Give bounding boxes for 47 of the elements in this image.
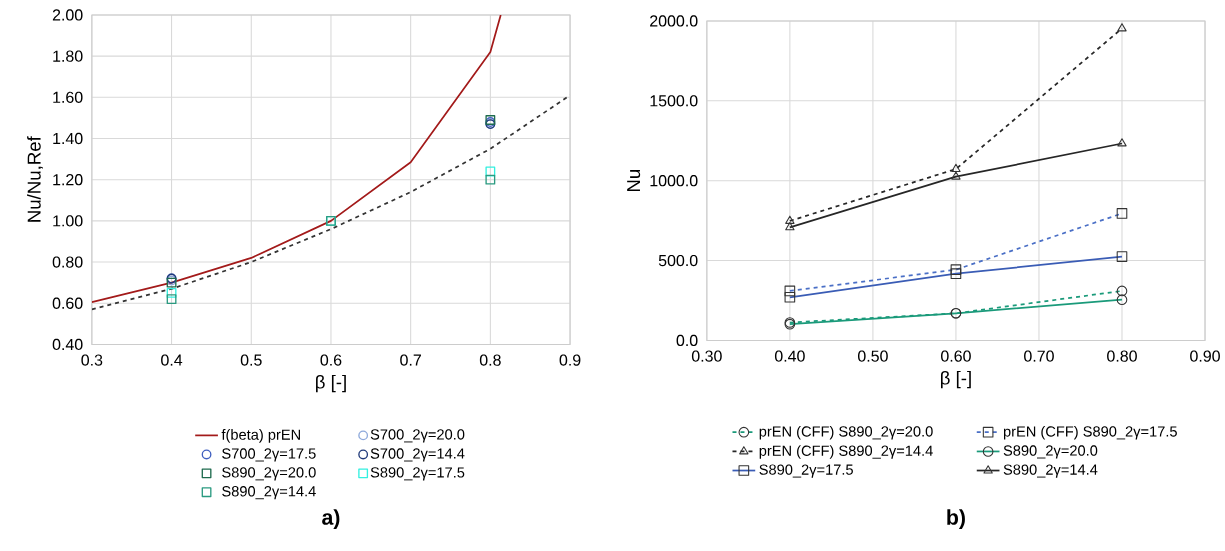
x-tick-label: 0.30 (691, 350, 722, 362)
y-tick-label: 1000.0 (650, 175, 698, 187)
text: a) (322, 509, 340, 530)
x-axis-title: β [-] (941, 370, 971, 389)
legend-label: S700_2γ=14.4 (370, 448, 465, 462)
x-tick-label: 0.9 (559, 354, 581, 366)
x-tick-label: 0.6 (320, 354, 342, 366)
legend-label: f(beta) prEN (221, 429, 300, 443)
y-tick-label: 1.60 (53, 91, 83, 103)
legend-label: S890_2γ=17.5 (370, 467, 465, 481)
legend-label: S890_2γ=14.4 (222, 486, 316, 500)
x-tick-label: 0.8 (479, 354, 501, 366)
y-axis-title: Nu/Nu,Ref (27, 136, 43, 222)
y-axis-title: Nu (627, 169, 641, 192)
legend-label: S890_2γ=17.5 (759, 464, 853, 478)
x-tick-label: 0.50 (857, 350, 888, 362)
x-tick-label: 0.90 (1190, 350, 1220, 362)
x-tick-label: 0.70 (1024, 350, 1054, 362)
x-axis-title: β [-] (316, 374, 346, 393)
x-tick-label: 0.60 (941, 350, 971, 362)
y-tick-label: 2000.0 (650, 15, 698, 27)
x-tick-label: 0.3 (81, 354, 103, 366)
y-tick-label: 2.00 (52, 9, 83, 21)
legend-label: prEN (CFF) S890_2γ=20.0 (759, 425, 933, 440)
y-tick-label: 1.20 (53, 174, 83, 186)
y-tick-label: 0.80 (52, 256, 83, 268)
y-tick-label: 1.40 (53, 132, 83, 145)
y-tick-label: 0.60 (52, 297, 83, 309)
x-tick-label: 0.40 (774, 350, 805, 362)
x-tick-label: 0.80 (1107, 350, 1137, 362)
y-tick-label: 0.0 (676, 334, 698, 347)
x-tick-label: 0.7 (400, 354, 421, 366)
legend-label: prEN (CFF) S890_2γ=14.4 (759, 445, 933, 459)
y-tick-label: 0.40 (52, 338, 83, 351)
x-tick-label: 0.4 (161, 354, 183, 366)
y-tick-label: 1500.0 (650, 95, 698, 107)
legend-label: S700_2γ=17.5 (222, 448, 316, 462)
y-tick-label: 500.0 (658, 254, 698, 267)
legend-label: S890_2γ=14.4 (1003, 464, 1098, 478)
y-tick-label: 1.80 (53, 50, 83, 62)
text: b) (947, 509, 965, 530)
legend-label: S890_2γ=20.0 (1003, 445, 1098, 459)
x-tick-label: 0.5 (240, 354, 262, 366)
y-tick-label: 1.00 (53, 215, 83, 227)
legend-label: prEN (CFF) S890_2γ=17.5 (1003, 425, 1177, 440)
legend-label: S700_2γ=20.0 (370, 429, 465, 443)
legend-label: S890_2γ=20.0 (222, 467, 316, 481)
